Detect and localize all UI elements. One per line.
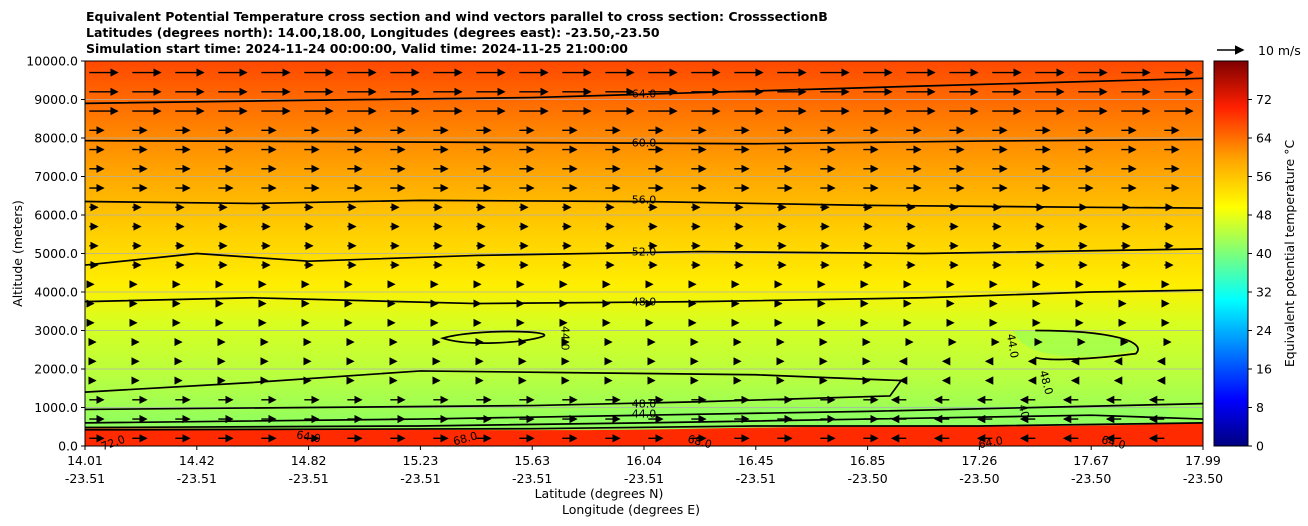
x-tick-label-lon: -23.50 [847,471,887,486]
colorbar-tick-label: 40 [1256,246,1272,261]
x-tick-label-lon: -23.50 [959,471,999,486]
x-tick-label-lon: -23.51 [65,471,105,486]
x-tick-label-lon: -23.51 [624,471,664,486]
x-tick-label-lon: -23.51 [288,471,328,486]
contour-line [84,289,1204,305]
chart-title: Equivalent Potential Temperature cross s… [86,9,828,57]
y-tick-label: 1000.0 [34,400,78,415]
contour-label-group: 68.0 [686,432,713,451]
contour-label: 68.0 [686,432,713,451]
y-tick-label: 0.0 [58,439,78,454]
y-tick-label: 2000.0 [34,362,78,377]
contour-line [84,77,1204,105]
contour-line [84,402,1204,424]
x-tick-label-lat: 16.04 [626,453,662,468]
x-tick-label-lat: 17.99 [1185,453,1221,468]
y-tick-label: 6000.0 [34,208,78,223]
quiver-key-label: 10 m/s [1258,43,1301,58]
contour-label: 48.0 [632,296,657,309]
contour-label-group: 44.0 [559,326,572,351]
theta-field-mid-pocket [1012,330,1136,357]
colorbar-label: Equivalent potential temperature °C [1282,140,1297,368]
contour-line [84,422,1204,431]
y-tick-label: 7000.0 [34,169,78,184]
x-axis-label: Latitude (degrees N) [535,486,664,501]
contour-label-group: 64.0 [632,88,657,101]
contour-line [84,138,1204,145]
contour-label: 64.0 [977,434,1003,451]
contour-label-group: 44.0 [1004,333,1021,359]
contour-label: 40 [1016,403,1032,420]
x-tick-label-lon: -23.51 [400,471,440,486]
contour-label-group: 44.0 [632,407,657,420]
contour-label: 64.0 [632,88,657,101]
x-tick-label-lat: 15.63 [514,453,550,468]
contour-line [1035,329,1139,361]
title-line-2: Latitudes (degrees north): 14.00,18.00, … [86,25,660,40]
contour-label: 64.0 [1100,433,1127,452]
contour-label-group: 48.0 [1037,369,1056,396]
y-tick-label: 3000.0 [34,323,78,338]
colorbar-tick-label: 56 [1256,169,1272,184]
y-tick-label: 9000.0 [34,92,78,107]
colorbar-tick-label: 0 [1256,439,1264,454]
contour-line [84,199,1204,209]
contour-line [439,330,546,344]
title-line-3: Simulation start time: 2024-11-24 00:00:… [86,41,628,56]
contour-label: 44.0 [632,407,657,420]
colorbar-tick-label: 72 [1256,92,1272,107]
colorbar-tick-label: 24 [1256,323,1272,338]
contour-label: 44.0 [1004,333,1021,359]
contour-label-group: 48.0 [632,296,657,309]
x-tick-label-lat: 15.23 [403,453,439,468]
contour-label: 52.0 [632,246,657,259]
x-tick-label-lon: -23.51 [736,471,776,486]
contour-label: 48.0 [1037,369,1056,396]
y-tick-label: 10000.0 [26,54,78,69]
contour-label-group: 64.0 [1100,433,1127,452]
contour-label-group: 56.0 [632,194,657,207]
x-tick-label-lat: 14.01 [67,453,103,468]
colorbar-tick-label: 8 [1256,400,1264,415]
x-tick-label-lat: 14.82 [291,453,327,468]
y-tick-label: 4000.0 [34,285,78,300]
contour-label: 56.0 [632,194,657,207]
contour-label-group: 60.0 [632,137,657,150]
x-tick-label-lat: 16.45 [738,453,774,468]
y-axis-label: Altitude (meters) [10,200,25,307]
contour-label: 64.0 [295,428,321,445]
contour-label-group: 52.0 [632,246,657,259]
y-tick-label: 5000.0 [34,246,78,261]
colorbar-tick-label: 48 [1256,208,1272,223]
colorbar-tick-label: 16 [1256,362,1272,377]
theta-field-surface-band [85,422,1203,446]
x-tick-label-lon: -23.51 [512,471,552,486]
y-tick-label: 8000.0 [34,131,78,146]
x-tick-label-lon: -23.50 [1071,471,1111,486]
contour-label-group: 68.0 [452,429,479,448]
colorbar-tick-label: 64 [1256,131,1272,146]
colorbar-tick-label: 32 [1256,285,1272,300]
contour-label-group: 48.0 [632,398,657,411]
contour-label: 44.0 [559,326,572,351]
x-tick-label-lon: -23.50 [1183,471,1223,486]
x-tick-label-lat: 17.26 [962,453,998,468]
x-tick-label-lat: 14.42 [179,453,215,468]
x-axis-label-2: Longitude (degrees E) [562,502,700,517]
contour-label-group: 40 [1016,403,1032,420]
title-line-1: Equivalent Potential Temperature cross s… [86,9,828,24]
x-tick-label-lat: 17.67 [1073,453,1109,468]
contour-label-group: 64.0 [977,434,1003,451]
x-tick-label-lat: 16.85 [850,453,886,468]
colorbar [1213,60,1249,447]
contour-label-group: 64.0 [295,428,321,445]
x-tick-label-lon: -23.51 [177,471,217,486]
contour-label: 68.0 [452,429,479,448]
contour-line [84,248,1204,266]
contour-label: 60.0 [632,137,657,150]
contour-label: 48.0 [632,398,657,411]
